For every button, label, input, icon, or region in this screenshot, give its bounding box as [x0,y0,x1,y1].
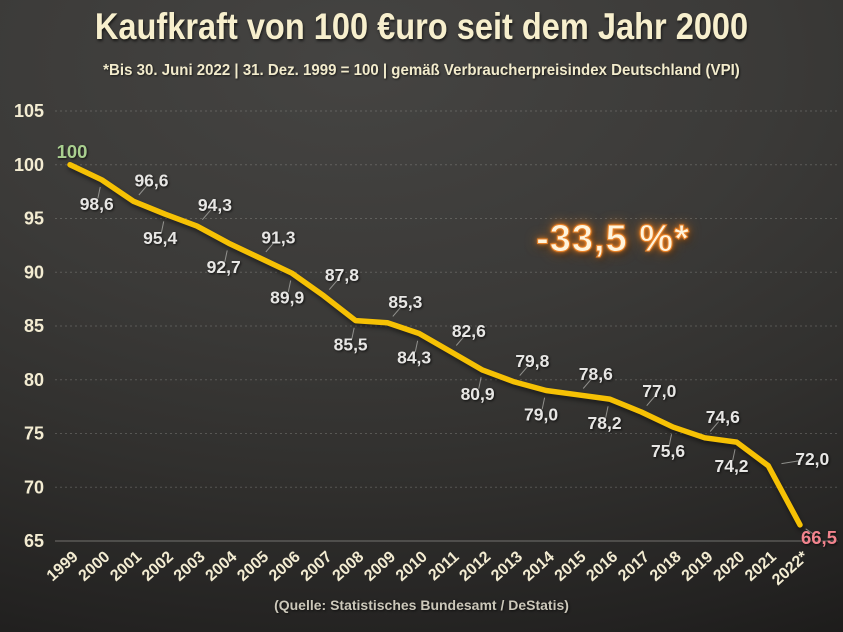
x-axis-tick-label: 2020 [710,548,748,585]
data-point-label: 100 [57,141,88,162]
chart-title: Kaufkraft von 100 €uro seit dem Jahr 200… [94,6,749,47]
y-axis-tick-label: 105 [14,101,44,121]
x-axis-tick-label: 1999 [44,548,82,585]
label-leader-line [265,241,275,253]
x-axis-tick-label: 2017 [615,548,653,585]
data-point-label: 74,6 [706,407,740,427]
label-leader-line [541,397,546,410]
y-axis-tick-label: 70 [24,477,44,497]
data-point-label: 74,2 [714,456,748,476]
x-axis-tick-label: 2008 [330,548,368,585]
x-axis-tick-label: 2013 [488,548,526,585]
x-axis-tick-label: 2011 [425,548,462,584]
x-axis-tick-label: 2014 [520,548,558,585]
label-leader-line [668,434,673,446]
label-leader-line [351,327,355,340]
kaufkraft-line-series [67,162,803,528]
label-leader-line [732,449,736,461]
y-axis-tick-label: 75 [24,424,44,444]
label-leader-line [709,421,720,432]
label-leader-line [328,279,339,290]
data-point-label: 77,0 [642,381,676,401]
data-point-label: 78,6 [579,364,613,384]
x-axis-tick-label: 2003 [171,548,209,585]
label-leader-line [478,377,482,389]
data-point-label: 80,9 [461,384,495,404]
x-axis-tick-label: 2015 [552,548,590,585]
y-axis-tick-label: 100 [14,155,44,175]
label-leader-line [519,365,529,376]
data-point-label: 82,6 [452,321,486,341]
decline-annotation: -33,5 %* [536,218,690,261]
data-point-label: 72,0 [795,449,829,469]
x-axis-tick-label: 2005 [234,548,272,585]
data-point-label: 94,3 [198,195,232,215]
label-leader-line [138,184,148,196]
label-leader-line [781,459,803,465]
label-leader-line [646,395,656,407]
data-point-label: 91,3 [261,227,295,247]
x-axis-tick-label: 2009 [361,548,399,585]
data-point-label: 98,6 [80,194,114,214]
x-axis-tick-label: 2019 [679,548,717,585]
x-axis-tick-label: 2000 [76,548,114,585]
x-axis-tick-label: 2004 [203,548,241,585]
data-point-label: 66,5 [801,527,837,548]
label-leader-line [455,335,466,346]
y-axis-tick-label: 95 [24,209,44,229]
label-leader-line [414,340,419,353]
label-leader-line [160,221,165,234]
data-point-label: 75,6 [651,441,685,461]
chart-subtitle: *Bis 30. Juni 2022 | 31. Dez. 1999 = 100… [103,62,740,79]
data-point-label: 78,2 [588,413,622,433]
data-point-label: 89,9 [270,287,304,307]
x-axis-tick-label: 2006 [266,548,304,585]
data-point-label: 87,8 [325,265,359,285]
label-leader-line [805,528,816,536]
x-axis-tick-label: 2012 [456,548,494,585]
x-axis-tick-label: 2018 [647,548,685,585]
y-axis-tick-label: 80 [24,370,44,390]
data-point-label: 92,7 [207,257,241,277]
label-leader-line [224,250,228,263]
data-point-label: 96,6 [134,170,168,190]
x-axis-tick-label: 2010 [393,548,431,585]
x-axis-tick-label: 2001 [107,548,145,585]
y-axis-tick-label: 85 [24,316,44,336]
y-axis-tick-label: 65 [24,531,44,551]
x-axis-tick-label: 2022* [769,548,812,589]
data-point-label: 95,4 [143,228,177,248]
x-axis-tick-label: 2007 [298,548,336,585]
label-leader-line [605,406,609,418]
x-axis-tick-label: 2002 [139,548,177,585]
label-leader-line [582,378,593,389]
label-leader-line [287,280,292,293]
data-point-label: 85,5 [334,335,368,355]
data-point-label: 85,3 [388,292,422,312]
data-point-label: 79,8 [515,351,549,371]
x-axis-tick-label: 2016 [583,548,621,585]
data-point-label: 84,3 [397,348,431,368]
source-caption: (Quelle: Statistisches Bundesamt / DeSta… [274,597,569,613]
label-leader-line [97,186,101,199]
label-leader-line [201,209,212,221]
data-point-label: 79,0 [524,405,558,425]
y-axis-tick-label: 90 [24,262,44,282]
label-leader-line [392,306,402,317]
